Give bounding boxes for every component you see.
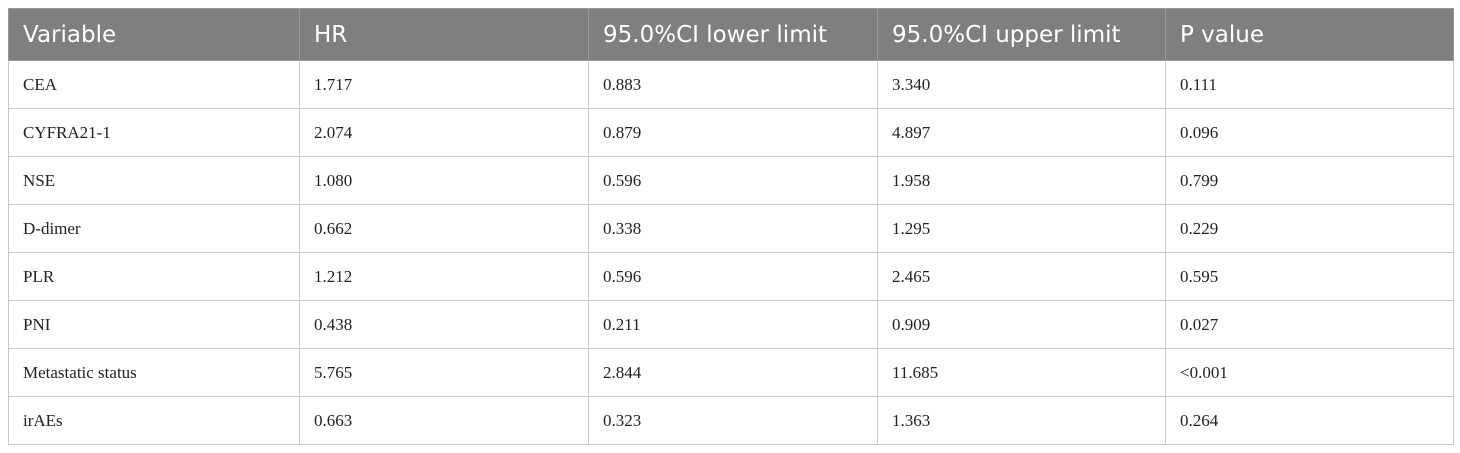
table-cell: 1.295 — [877, 204, 1166, 253]
header-row: Variable HR 95.0%CI lower limit 95.0%CI upp… — [8, 8, 1454, 61]
table-cell: 1.717 — [299, 60, 589, 109]
data-table: Variable HR 95.0%CI lower limit 95.0%CI upp… — [8, 8, 1454, 445]
table-cell: 3.340 — [877, 60, 1166, 109]
table-cell: NSE — [8, 156, 300, 205]
table-cell: Metastatic status — [8, 348, 300, 397]
table-cell: 0.595 — [1165, 252, 1454, 301]
table-cell: 2.465 — [877, 252, 1166, 301]
table-cell: 1.080 — [299, 156, 589, 205]
table-cell: 0.211 — [588, 300, 878, 349]
table-header: Variable HR 95.0%CI lower limit 95.0%CI upp… — [8, 8, 1454, 61]
table-cell: 0.596 — [588, 252, 878, 301]
table-row: PNI 0.438 0.211 0.909 0.027 — [8, 300, 1454, 349]
header-cell: 95.0%CI upper limit — [877, 8, 1166, 61]
table-cell: 2.844 — [588, 348, 878, 397]
table-cell: 0.596 — [588, 156, 878, 205]
table-cell: PNI — [8, 300, 300, 349]
table-cell: 11.685 — [877, 348, 1166, 397]
table-cell: 1.212 — [299, 252, 589, 301]
table-cell: 0.662 — [299, 204, 589, 253]
table-cell: 1.363 — [877, 396, 1166, 445]
table-cell: 0.883 — [588, 60, 878, 109]
table-cell: 1.958 — [877, 156, 1166, 205]
table-row: irAEs 0.663 0.323 1.363 0.264 — [8, 396, 1454, 445]
table-cell: CEA — [8, 60, 300, 109]
table-cell: 5.765 — [299, 348, 589, 397]
table-body: CEA 1.717 0.883 3.340 0.111 CYFRA21-1 2.074 0.8… — [8, 60, 1454, 445]
table-cell: <0.001 — [1165, 348, 1454, 397]
table-row: NSE 1.080 0.596 1.958 0.799 — [8, 156, 1454, 205]
table-cell: irAEs — [8, 396, 300, 445]
table-cell: 2.074 — [299, 108, 589, 157]
table-row: D-dimer 0.662 0.338 1.295 0.229 — [8, 204, 1454, 253]
table-row: CYFRA21-1 2.074 0.879 4.897 0.096 — [8, 108, 1454, 157]
table-cell: D-dimer — [8, 204, 300, 253]
header-cell: 95.0%CI lower limit — [588, 8, 878, 61]
table-cell: 0.338 — [588, 204, 878, 253]
table-cell: PLR — [8, 252, 300, 301]
table-cell: 0.027 — [1165, 300, 1454, 349]
table-row: Metastatic status 5.765 2.844 11.685 <0.001 — [8, 348, 1454, 397]
table-cell: 0.909 — [877, 300, 1166, 349]
table-cell: 0.438 — [299, 300, 589, 349]
table-cell: 0.096 — [1165, 108, 1454, 157]
table-cell: 0.663 — [299, 396, 589, 445]
table-row: PLR 1.212 0.596 2.465 0.595 — [8, 252, 1454, 301]
table-cell: 4.897 — [877, 108, 1166, 157]
header-cell: P value — [1165, 8, 1454, 61]
header-cell: HR — [299, 8, 589, 61]
header-cell: Variable — [8, 8, 300, 61]
table-cell: 0.799 — [1165, 156, 1454, 205]
table-row: CEA 1.717 0.883 3.340 0.111 — [8, 60, 1454, 109]
table-cell: 0.111 — [1165, 60, 1454, 109]
table-cell: 0.229 — [1165, 204, 1454, 253]
table-cell: 0.323 — [588, 396, 878, 445]
table-cell: 0.264 — [1165, 396, 1454, 445]
table-cell: CYFRA21-1 — [8, 108, 300, 157]
table-cell: 0.879 — [588, 108, 878, 157]
